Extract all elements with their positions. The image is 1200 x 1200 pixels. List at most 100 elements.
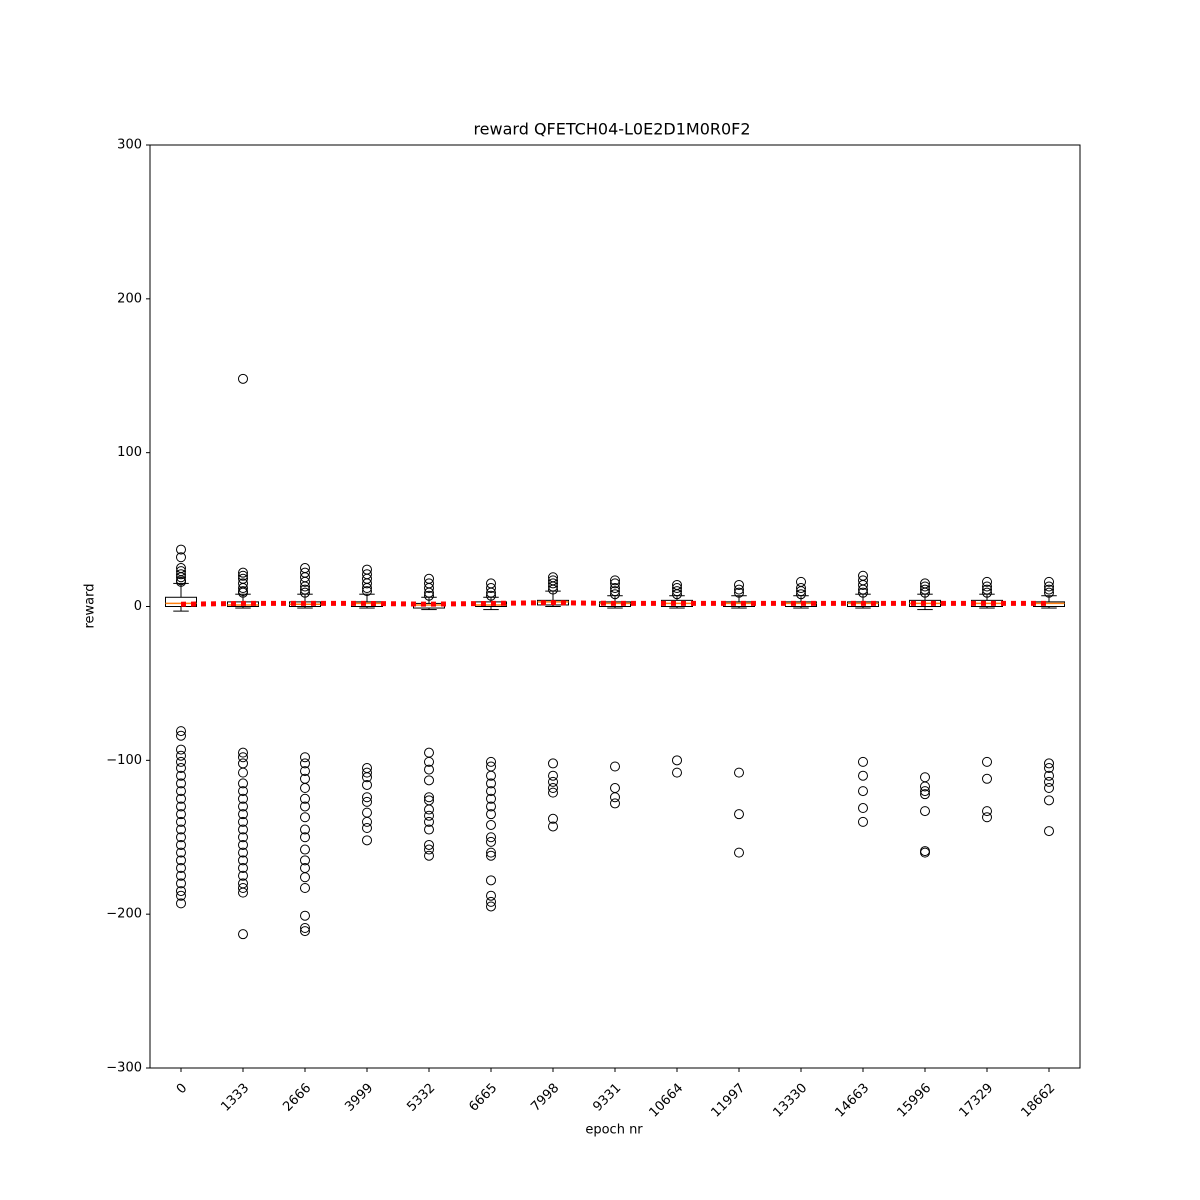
outlier (672, 589, 682, 600)
x-tick-label: 14663 (832, 1081, 872, 1121)
outlier (1044, 826, 1054, 837)
outlier (362, 792, 372, 803)
outlier (238, 839, 248, 850)
chart-title: reward QFETCH04-L0E2D1M0R0F2 (473, 120, 750, 139)
outlier (486, 587, 496, 598)
outlier (424, 747, 434, 758)
outlier (1044, 795, 1054, 806)
y-tick-label: 300 (117, 138, 142, 153)
outlier (238, 567, 248, 578)
outlier (548, 776, 558, 787)
outlier (486, 819, 496, 830)
outlier (238, 824, 248, 835)
x-tick-label: 1333 (218, 1081, 252, 1115)
outlier (858, 816, 868, 827)
outlier (300, 801, 310, 812)
outlier (548, 578, 558, 589)
outlier (238, 832, 248, 843)
outlier (238, 786, 248, 797)
outlier (610, 792, 620, 803)
outlier (486, 850, 496, 861)
outlier (176, 544, 186, 555)
outlier (362, 586, 372, 597)
outlier (238, 809, 248, 820)
outlier (982, 581, 992, 592)
outlier (610, 761, 620, 772)
outlier (300, 766, 310, 777)
outlier (176, 801, 186, 812)
outlier (176, 898, 186, 909)
outlier (486, 778, 496, 789)
outlier (858, 587, 868, 598)
mean-line (180, 600, 1049, 607)
outlier (858, 579, 868, 590)
outlier (238, 816, 248, 827)
outlier (486, 770, 496, 781)
outlier (362, 835, 372, 846)
outlier (176, 778, 186, 789)
outlier (486, 890, 496, 901)
outlier (734, 847, 744, 858)
outlier (610, 578, 620, 589)
outlier (176, 847, 186, 858)
outlier (672, 767, 682, 778)
outlier (424, 839, 434, 850)
outlier (796, 583, 806, 594)
box (165, 596, 197, 608)
outlier (300, 926, 310, 937)
outlier (176, 786, 186, 797)
outlier (300, 872, 310, 883)
outlier (548, 821, 558, 832)
outlier (176, 730, 186, 741)
outlier (486, 901, 496, 912)
x-tick-label: 10664 (646, 1081, 686, 1121)
outlier (424, 764, 434, 775)
outlier (176, 863, 186, 874)
outlier (734, 587, 744, 598)
outlier (176, 763, 186, 774)
outlier (300, 587, 310, 598)
outlier (238, 570, 248, 581)
outlier (548, 581, 558, 592)
outlier (982, 773, 992, 784)
outlier (176, 552, 186, 563)
outlier (920, 781, 930, 792)
outlier (176, 793, 186, 804)
x-axis-label: epoch nr (585, 1123, 643, 1138)
outlier (424, 587, 434, 598)
outlier (176, 756, 186, 767)
outlier (300, 783, 310, 794)
x-tick-label: 2666 (280, 1081, 314, 1115)
outlier (238, 801, 248, 812)
outlier (734, 584, 744, 595)
y-tick-label: 200 (117, 291, 142, 306)
outlier (238, 793, 248, 804)
outlier (548, 813, 558, 824)
outlier (424, 850, 434, 861)
outlier (610, 575, 620, 586)
outlier (362, 772, 372, 783)
outlier (982, 584, 992, 595)
outlier (1044, 776, 1054, 787)
outlier (1044, 584, 1054, 595)
outlier (300, 844, 310, 855)
outlier (176, 886, 186, 897)
box (351, 601, 383, 608)
outlier (176, 832, 186, 843)
outlier (610, 586, 620, 597)
outlier (300, 812, 310, 823)
outlier (734, 767, 744, 778)
outlier (1044, 758, 1054, 769)
outlier (486, 832, 496, 843)
outlier (238, 887, 248, 898)
outlier (424, 810, 434, 821)
outlier (486, 847, 496, 858)
outlier (982, 587, 992, 598)
outlier (858, 803, 868, 814)
outlier (796, 589, 806, 600)
outlier (362, 807, 372, 818)
outlier (238, 883, 248, 894)
outlier (424, 844, 434, 855)
outlier (176, 750, 186, 761)
